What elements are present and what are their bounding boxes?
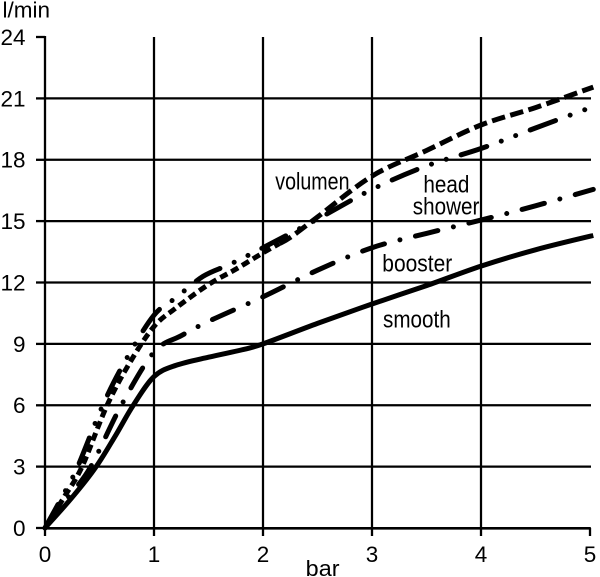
svg-text:head: head <box>423 172 469 199</box>
svg-text:15: 15 <box>0 209 25 234</box>
svg-text:3: 3 <box>13 455 26 480</box>
svg-text:l/min: l/min <box>3 0 51 23</box>
svg-text:0: 0 <box>13 516 26 541</box>
svg-text:booster: booster <box>382 250 452 277</box>
svg-text:volumen: volumen <box>275 169 349 196</box>
svg-text:shower: shower <box>413 194 480 221</box>
svg-text:24: 24 <box>0 25 25 50</box>
svg-text:0: 0 <box>39 542 52 567</box>
svg-text:bar: bar <box>306 556 340 577</box>
svg-text:smooth: smooth <box>383 307 451 334</box>
svg-text:12: 12 <box>0 270 25 295</box>
svg-text:9: 9 <box>13 332 26 357</box>
svg-text:2: 2 <box>257 542 270 567</box>
svg-text:18: 18 <box>0 148 25 173</box>
svg-text:5: 5 <box>584 542 597 567</box>
svg-text:1: 1 <box>148 542 161 567</box>
svg-text:3: 3 <box>366 542 379 567</box>
svg-text:6: 6 <box>13 393 26 418</box>
svg-text:21: 21 <box>0 86 25 111</box>
svg-text:4: 4 <box>475 542 488 567</box>
